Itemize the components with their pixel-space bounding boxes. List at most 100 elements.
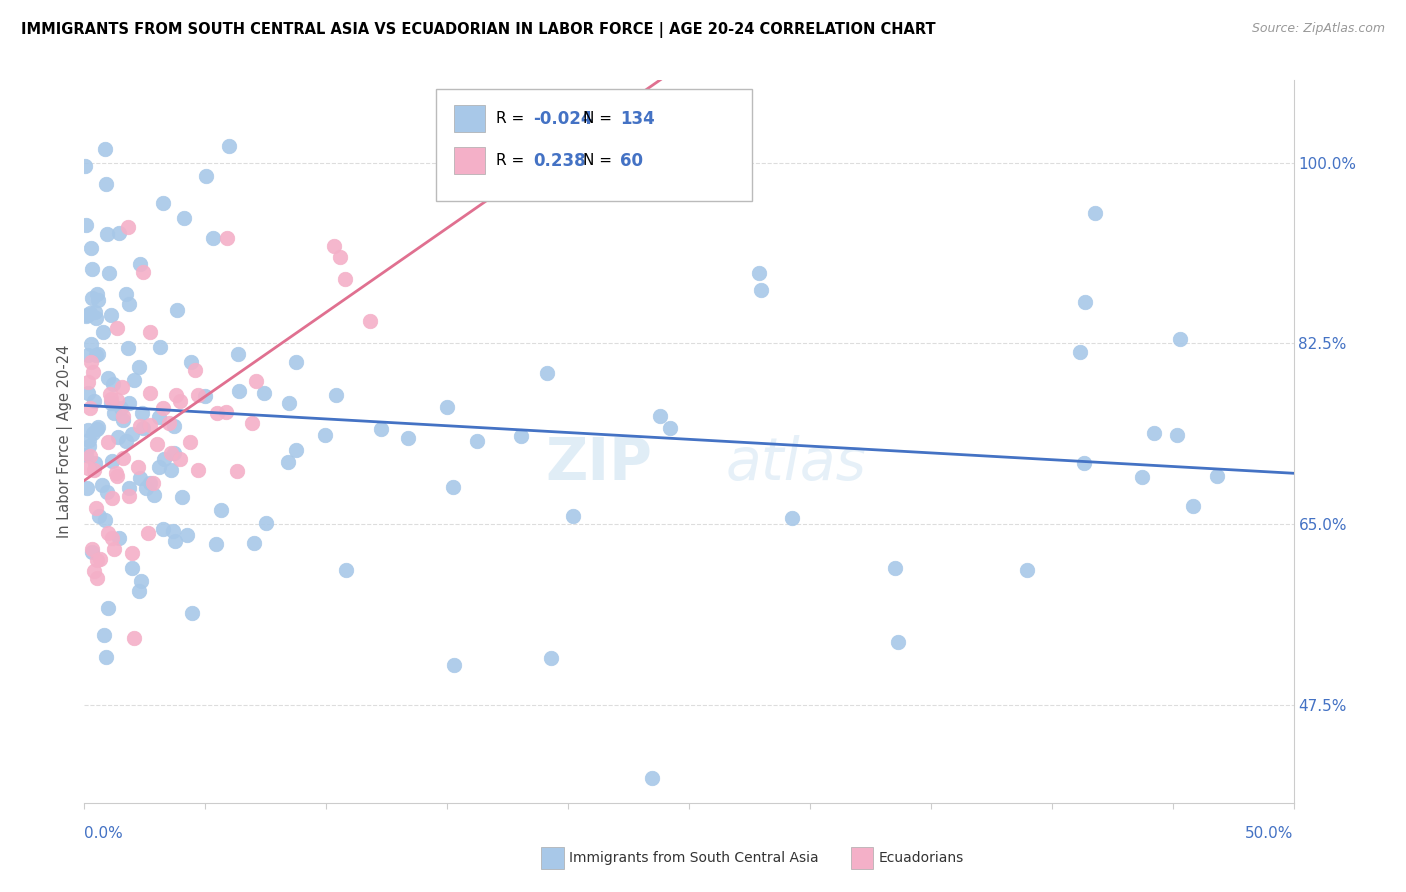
Point — [118, 396, 141, 410]
Point — [77, 375, 100, 389]
Point — [179, 435, 201, 450]
Point — [111, 450, 134, 465]
Point — [86, 422, 108, 436]
Point — [1143, 425, 1166, 440]
Point — [209, 502, 232, 516]
Point — [94, 142, 117, 156]
Point — [1073, 295, 1095, 310]
Point — [86, 501, 108, 516]
Point — [100, 392, 122, 407]
Point — [97, 601, 120, 615]
Point — [254, 516, 277, 531]
Point — [87, 347, 110, 361]
Point — [83, 393, 105, 408]
Point — [359, 314, 381, 328]
Point — [107, 429, 129, 443]
Point — [148, 410, 170, 425]
Point — [83, 305, 105, 319]
Point — [77, 434, 100, 448]
Text: IMMIGRANTS FROM SOUTH CENTRAL ASIA VS ECUADORIAN IN LABOR FORCE | AGE 20-24 CORR: IMMIGRANTS FROM SOUTH CENTRAL ASIA VS EC… — [21, 22, 936, 38]
Point — [1073, 456, 1095, 470]
Text: R =: R = — [496, 153, 530, 168]
Point — [128, 360, 150, 375]
Point — [93, 325, 115, 339]
Point — [103, 541, 125, 556]
Point — [79, 401, 101, 416]
Point — [1166, 427, 1188, 442]
Point — [194, 169, 217, 184]
Point — [105, 468, 128, 483]
Y-axis label: In Labor Force | Age 20-24: In Labor Force | Age 20-24 — [58, 345, 73, 538]
Point — [86, 348, 108, 362]
Point — [1170, 332, 1192, 346]
Point — [108, 226, 131, 240]
Point — [162, 418, 184, 433]
Point — [883, 560, 905, 574]
Point — [228, 384, 250, 398]
Point — [118, 489, 141, 503]
Point — [103, 407, 125, 421]
Point — [97, 370, 120, 384]
Point — [1181, 499, 1204, 513]
Point — [93, 627, 115, 641]
Point — [105, 393, 128, 408]
Point — [80, 337, 103, 351]
Point — [97, 435, 120, 450]
Point — [79, 450, 101, 464]
Point — [111, 409, 134, 423]
Point — [96, 178, 118, 192]
Point — [509, 428, 531, 442]
Text: ZIP: ZIP — [546, 434, 652, 491]
Point — [641, 771, 664, 785]
Point — [82, 365, 104, 379]
Text: 50.0%: 50.0% — [1246, 825, 1294, 840]
Point — [1069, 345, 1091, 359]
Point — [131, 406, 153, 420]
Point — [176, 528, 198, 542]
Point — [436, 400, 458, 414]
Point — [76, 309, 98, 323]
Point — [127, 460, 149, 475]
Point — [82, 262, 104, 277]
Point — [83, 564, 105, 578]
Point — [121, 427, 143, 442]
Point — [86, 293, 108, 308]
Point — [84, 311, 107, 326]
Point — [77, 423, 100, 437]
Point — [82, 541, 104, 556]
Point — [217, 231, 239, 245]
Point — [540, 650, 562, 665]
Point — [75, 448, 97, 462]
Point — [142, 475, 165, 490]
Point — [536, 366, 558, 380]
Point — [162, 524, 184, 538]
Point — [82, 425, 104, 440]
Point — [86, 287, 108, 301]
Point — [91, 477, 114, 491]
Point — [278, 396, 301, 410]
Point — [187, 463, 209, 477]
Point — [285, 355, 308, 369]
Point — [323, 239, 346, 253]
Point — [149, 340, 172, 354]
Point — [98, 387, 121, 401]
Point — [1206, 469, 1229, 483]
Point — [132, 421, 155, 435]
Point — [1084, 206, 1107, 220]
Point — [107, 532, 129, 546]
Point — [780, 511, 803, 525]
Point — [129, 574, 152, 589]
Text: Source: ZipAtlas.com: Source: ZipAtlas.com — [1251, 22, 1385, 36]
Point — [169, 451, 191, 466]
Point — [117, 341, 139, 355]
Point — [152, 522, 174, 536]
Point — [76, 460, 98, 475]
Point — [465, 434, 488, 448]
Point — [79, 241, 101, 255]
Point — [105, 320, 128, 334]
Point — [139, 326, 162, 340]
Point — [240, 416, 263, 430]
Point — [194, 389, 217, 403]
Point — [101, 454, 124, 468]
Point — [97, 526, 120, 541]
